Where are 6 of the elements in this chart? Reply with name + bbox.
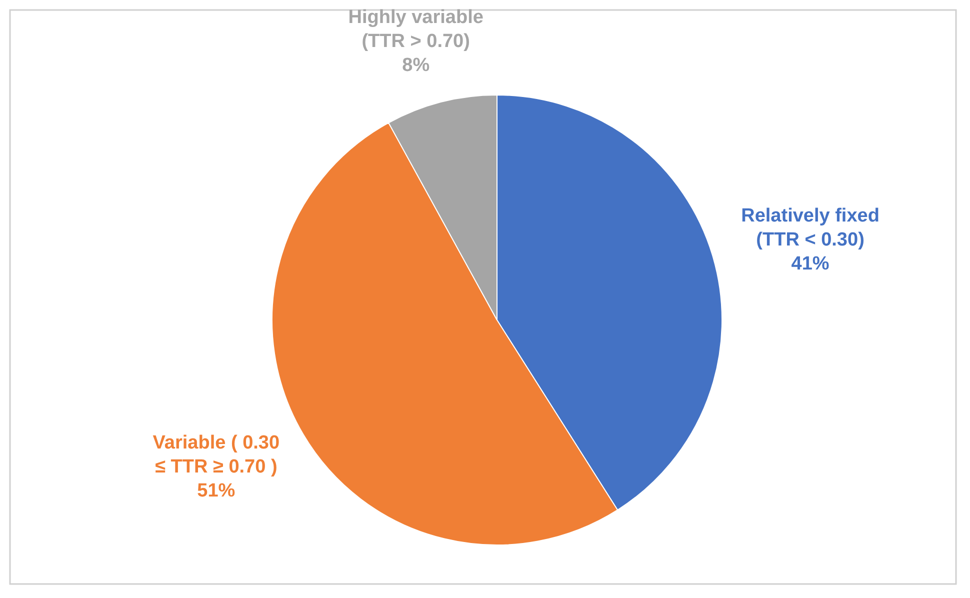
data-label: 41%: [791, 254, 830, 275]
slice-label: Highly variable (TTR > 0.70): [348, 7, 484, 52]
slice-label: Relatively fixed (TTR < 0.30): [741, 206, 880, 251]
data-label: 8%: [402, 55, 430, 76]
slice-label: Variable ( 0.30 ≤ TTR ≥ 0.70 ): [152, 432, 280, 478]
data-label: 51%: [197, 480, 236, 502]
